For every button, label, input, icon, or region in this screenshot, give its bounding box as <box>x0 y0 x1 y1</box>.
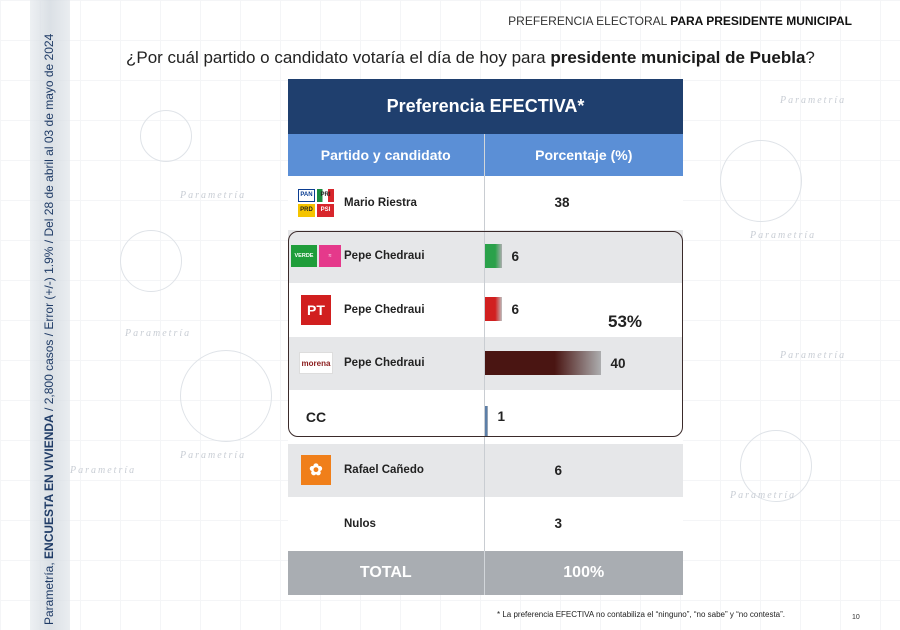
percent-value: 40 <box>610 355 626 371</box>
prd-icon: PRD <box>298 203 315 217</box>
percent-bar <box>484 350 601 375</box>
table-row: VERDE ≈ Pepe Chedraui 6 <box>288 229 684 284</box>
party-logo: ✿ <box>288 455 344 486</box>
table-row: PT Pepe Chedraui 6 <box>288 283 683 337</box>
party-logo: CC <box>288 409 344 425</box>
decorative-circle <box>180 350 272 442</box>
total-label: TOTAL <box>359 563 412 581</box>
party-logo: VERDE ≈ <box>288 245 344 268</box>
survey-source-text: Parametría, ENCUESTA EN VIVIENDA / 2,800… <box>42 33 56 625</box>
watermark: Parametría <box>780 95 847 106</box>
party-cell: CC <box>288 390 484 444</box>
candidate-name: Pepe Chedraui <box>344 303 425 316</box>
morena-icon: morena <box>299 352 333 375</box>
table-row: morena Pepe Chedraui 40 <box>288 336 684 391</box>
column-header-percent: Porcentaje (%) <box>483 134 684 176</box>
decorative-circle <box>720 140 802 222</box>
party-logo: PAN PRI PRD PSI <box>288 188 344 217</box>
candidate-name: Rafael Cañedo <box>344 464 424 477</box>
page-header-title: PREFERENCIA ELECTORAL PARA PRESIDENTE MU… <box>508 14 852 28</box>
chedraui-total-label: 53% <box>608 312 643 331</box>
candidate-name: Pepe Chedraui <box>344 250 425 263</box>
pt-icon: PT <box>301 294 331 325</box>
watermark: Parametría <box>180 450 247 461</box>
watermark: Parametría <box>730 490 797 501</box>
percent-cell: 38 <box>483 176 684 230</box>
total-row: TOTAL 100% <box>288 550 684 595</box>
party-cell: PAN PRI PRD PSI Mario Riestra <box>288 176 484 230</box>
table-title: Preferencia EFECTIVA* <box>288 79 683 134</box>
table-row: PAN PRI PRD PSI Mario Riestra 38 <box>288 176 683 230</box>
page-number: 10 <box>852 614 860 621</box>
percent-bar <box>484 297 502 321</box>
percent-value: 3 <box>554 516 563 531</box>
pri-icon: PRI <box>317 188 334 202</box>
cc-icon: CC <box>305 408 327 425</box>
side-band <box>30 0 70 630</box>
decorative-circle <box>740 430 812 502</box>
percent-value: 1 <box>497 409 506 424</box>
footnote: * La preferencia EFECTIVA no contabiliza… <box>497 610 786 619</box>
table-row: ✿ Rafael Cañedo 6 <box>288 443 684 498</box>
total-value: 100% <box>483 550 684 595</box>
candidate-name: Nulos <box>344 517 376 530</box>
percent-cell: 6 <box>483 283 684 337</box>
nueva-alianza-icon: ≈ <box>319 245 341 268</box>
watermark: Parametría <box>125 328 192 339</box>
table-row: CC 1 <box>288 390 683 444</box>
decorative-circle <box>120 230 182 292</box>
watermark: Parametría <box>180 190 247 201</box>
percent-bar <box>484 406 488 436</box>
candidate-name: Pepe Chedraui <box>344 357 425 370</box>
psi-icon: PSI <box>317 203 334 217</box>
percent-cell: 3 <box>483 497 684 551</box>
pan-icon: PAN <box>298 188 315 202</box>
percent-value: 6 <box>554 462 563 478</box>
candidate-name: Mario Riestra <box>344 196 417 209</box>
movimiento-ciudadano-icon: ✿ <box>301 455 331 486</box>
watermark: Parametría <box>750 230 817 241</box>
percent-bar <box>484 243 502 268</box>
party-cell: PT Pepe Chedraui <box>288 283 484 337</box>
percent-cell: 6 <box>483 229 684 283</box>
verde-icon: VERDE <box>291 245 317 268</box>
decorative-circle <box>140 110 192 162</box>
table-body: PAN PRI PRD PSI Mario Riestra 38 VERDE ≈ Pepe Ch… <box>288 176 683 551</box>
watermark: Parametría <box>70 465 137 476</box>
percent-cell: 6 <box>483 443 684 497</box>
percent-cell: 1 <box>483 390 684 444</box>
survey-question: ¿Por cuál partido o candidato votaría el… <box>126 48 815 67</box>
preference-table: Preferencia EFECTIVA* Partido y candidat… <box>288 79 683 595</box>
column-header-party: Partido y candidato <box>320 147 451 163</box>
table-row: Nulos 3 <box>288 497 683 551</box>
table-header: Partido y candidato Porcentaje (%) <box>288 134 683 176</box>
party-logo: morena <box>288 352 344 375</box>
percent-value: 6 <box>511 302 520 317</box>
party-cell: VERDE ≈ Pepe Chedraui <box>288 230 484 284</box>
party-cell: morena Pepe Chedraui <box>288 337 484 391</box>
watermark: Parametría <box>780 350 847 361</box>
percent-value: 38 <box>554 195 570 210</box>
percent-value: 6 <box>511 248 520 264</box>
percent-cell: 40 <box>483 336 684 390</box>
party-logo: PT <box>288 294 344 325</box>
party-cell: Nulos <box>288 497 484 551</box>
party-cell: ✿ Rafael Cañedo <box>288 444 484 498</box>
